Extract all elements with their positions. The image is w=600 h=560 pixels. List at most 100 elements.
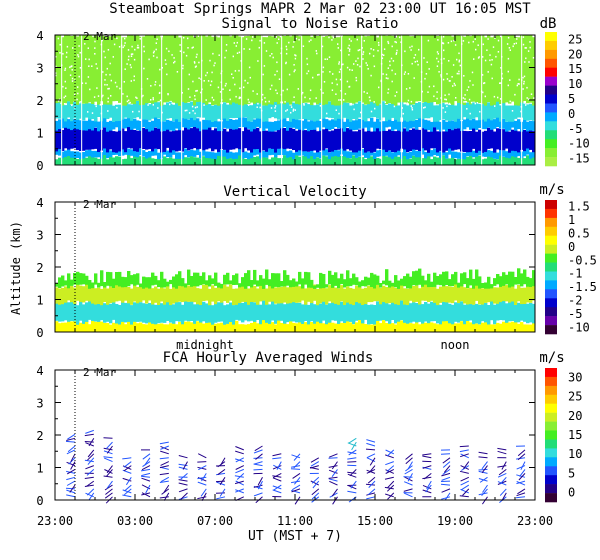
heatmap-cell <box>418 155 422 165</box>
heatmap-cell <box>490 155 494 165</box>
heatmap-cell <box>295 281 299 287</box>
heatmap-cell <box>436 105 440 122</box>
heatmap-cell <box>511 129 515 151</box>
heatmap-cell <box>502 150 506 157</box>
noise-gap <box>367 68 369 70</box>
heatmap-cell <box>64 127 68 149</box>
heatmap-cell <box>178 154 182 165</box>
heatmap-cell <box>277 301 281 321</box>
heatmap-cell <box>313 321 317 332</box>
heatmap-cell <box>253 128 257 150</box>
noise-gap <box>123 44 126 47</box>
noise-gap <box>132 110 134 113</box>
noise-gap <box>103 50 105 53</box>
noise-gap <box>348 54 350 56</box>
noise-gap <box>293 64 295 66</box>
heatmap-cell <box>322 323 326 332</box>
heatmap-cell <box>169 303 173 323</box>
heatmap-cell <box>499 149 503 156</box>
heatmap-cell <box>127 302 131 322</box>
noise-gap <box>238 51 241 54</box>
heatmap-cell <box>133 285 137 302</box>
noise-gap <box>472 84 474 86</box>
noise-gap <box>104 79 106 81</box>
heatmap-cell <box>229 101 233 118</box>
noise-gap <box>295 37 298 40</box>
heatmap-cell <box>457 282 461 288</box>
heatmap-cell <box>103 148 107 155</box>
heatmap-cell <box>157 323 161 332</box>
wind-barb <box>106 480 113 489</box>
noise-gap <box>248 101 250 104</box>
noise-gap <box>212 52 214 55</box>
heatmap-cell <box>181 285 185 303</box>
wind-barb <box>481 488 488 497</box>
noise-gap <box>509 100 511 103</box>
heatmap-cell <box>190 322 194 332</box>
heatmap-cell <box>349 105 353 122</box>
heatmap-cell <box>118 305 122 325</box>
noise-gap <box>338 61 340 63</box>
heatmap-cell <box>466 117 470 128</box>
heatmap-cell <box>412 149 416 156</box>
data-gap <box>421 35 423 165</box>
heatmap-cell <box>205 155 209 165</box>
wind-barb <box>404 492 413 498</box>
wind-barb <box>103 447 113 451</box>
heatmap-cell <box>523 35 527 101</box>
heatmap-cell <box>406 152 410 160</box>
heatmap-cell <box>418 302 422 322</box>
heatmap-cell <box>85 128 89 150</box>
heatmap-cell <box>214 128 218 150</box>
noise-gap <box>450 40 453 43</box>
noise-gap <box>279 35 282 38</box>
wind-barb <box>87 449 95 458</box>
noise-gap <box>104 83 106 86</box>
heatmap-cell <box>106 121 110 132</box>
heatmap-cell <box>421 148 425 155</box>
noise-gap <box>179 44 181 46</box>
heatmap-cell <box>196 101 200 118</box>
wind-barb <box>201 492 207 502</box>
heatmap-cell <box>490 37 494 106</box>
heatmap-cell <box>76 284 80 301</box>
noise-gap <box>274 107 276 109</box>
heatmap-cell <box>61 37 65 106</box>
heatmap-cell <box>382 149 386 156</box>
noise-gap <box>436 97 438 100</box>
wind-barb <box>84 433 94 437</box>
heatmap-cell <box>136 155 140 165</box>
heatmap-cell <box>379 128 383 150</box>
heatmap-cell <box>235 35 239 104</box>
wind-barb <box>292 484 301 491</box>
heatmap-cell <box>346 154 350 165</box>
heatmap-cell <box>304 154 308 165</box>
noise-gap <box>87 47 89 49</box>
heatmap-cell <box>169 101 173 119</box>
heatmap-cell <box>136 130 140 152</box>
noise-gap <box>312 76 314 79</box>
wind-barb <box>365 483 376 486</box>
heatmap-cell <box>418 288 422 305</box>
heatmap-cell <box>337 37 341 106</box>
heatmap-cell <box>79 301 83 321</box>
heatmap-cell <box>280 301 284 321</box>
heatmap-cell <box>175 130 179 152</box>
heatmap-cell <box>148 35 152 103</box>
heatmap-cell <box>490 284 494 289</box>
heatmap-cell <box>256 35 260 103</box>
heatmap-cell <box>121 321 125 332</box>
heatmap-cell <box>415 150 419 158</box>
wind-barb <box>482 484 488 493</box>
heatmap-cell <box>328 35 332 102</box>
heatmap-cell <box>343 321 347 332</box>
noise-gap <box>258 46 260 49</box>
heatmap-cell <box>472 304 476 325</box>
noise-gap <box>116 37 118 40</box>
noise-gap <box>164 59 167 61</box>
heatmap-cell <box>526 155 530 165</box>
heatmap-cell <box>490 285 494 302</box>
noise-gap <box>446 73 448 75</box>
heatmap-cell <box>199 322 203 332</box>
heatmap-cell <box>370 35 374 102</box>
